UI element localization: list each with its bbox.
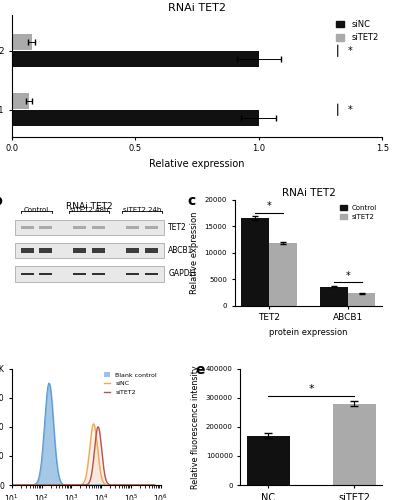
Text: siTET2 48h: siTET2 48h	[70, 208, 108, 214]
Bar	[21, 226, 34, 229]
Bar	[39, 273, 52, 275]
Legend: Control, siTET2: Control, siTET2	[339, 203, 379, 222]
Bar	[247, 436, 290, 485]
Bar	[73, 248, 86, 254]
Bar	[21, 248, 34, 254]
Bar	[92, 226, 105, 229]
Title: RNAi TET2: RNAi TET2	[168, 3, 226, 13]
Text: TET2: TET2	[168, 223, 187, 232]
Bar	[12, 93, 29, 110]
Bar	[333, 404, 376, 485]
X-axis label: protein expression: protein expression	[269, 328, 348, 336]
Bar	[145, 248, 158, 254]
Bar	[12, 34, 32, 50]
Legend: Blank control, siNC, siTET2: Blank control, siNC, siTET2	[103, 372, 158, 396]
Text: e: e	[195, 363, 204, 377]
Bar	[269, 243, 297, 306]
Text: GAPDH: GAPDH	[168, 270, 195, 278]
Legend: siNC, siTET2: siNC, siTET2	[333, 16, 382, 46]
Text: c: c	[188, 194, 196, 208]
Bar	[39, 226, 52, 229]
Bar	[73, 273, 86, 275]
Text: *: *	[309, 384, 314, 394]
Bar	[12, 110, 259, 126]
Text: *: *	[348, 105, 352, 115]
Bar	[126, 273, 139, 275]
Text: ABCB1: ABCB1	[168, 246, 193, 255]
Bar	[15, 220, 164, 236]
Bar	[15, 243, 164, 258]
Text: *: *	[346, 270, 350, 280]
Bar	[126, 248, 139, 254]
X-axis label: Relative expression: Relative expression	[149, 159, 245, 169]
Bar	[242, 218, 269, 306]
Text: b: b	[0, 194, 3, 208]
Text: siTET2 24h: siTET2 24h	[123, 208, 161, 214]
Title: RNAi TET2: RNAi TET2	[281, 188, 335, 198]
Y-axis label: Relative expression: Relative expression	[190, 212, 199, 294]
Bar	[92, 248, 105, 254]
Text: RNAi TET2: RNAi TET2	[66, 202, 113, 210]
Bar	[15, 266, 164, 281]
Bar	[39, 248, 52, 254]
Bar	[73, 226, 86, 229]
Bar	[12, 51, 259, 68]
Bar	[21, 273, 34, 275]
Text: *: *	[267, 202, 271, 211]
Text: *: *	[348, 46, 352, 56]
Bar	[145, 226, 158, 229]
Bar	[145, 273, 158, 275]
Bar	[126, 226, 139, 229]
Text: Control: Control	[24, 208, 49, 214]
Bar	[348, 294, 375, 306]
Bar	[320, 286, 348, 306]
Y-axis label: Relative fluorescence intensity: Relative fluorescence intensity	[191, 365, 200, 488]
Bar	[92, 273, 105, 275]
